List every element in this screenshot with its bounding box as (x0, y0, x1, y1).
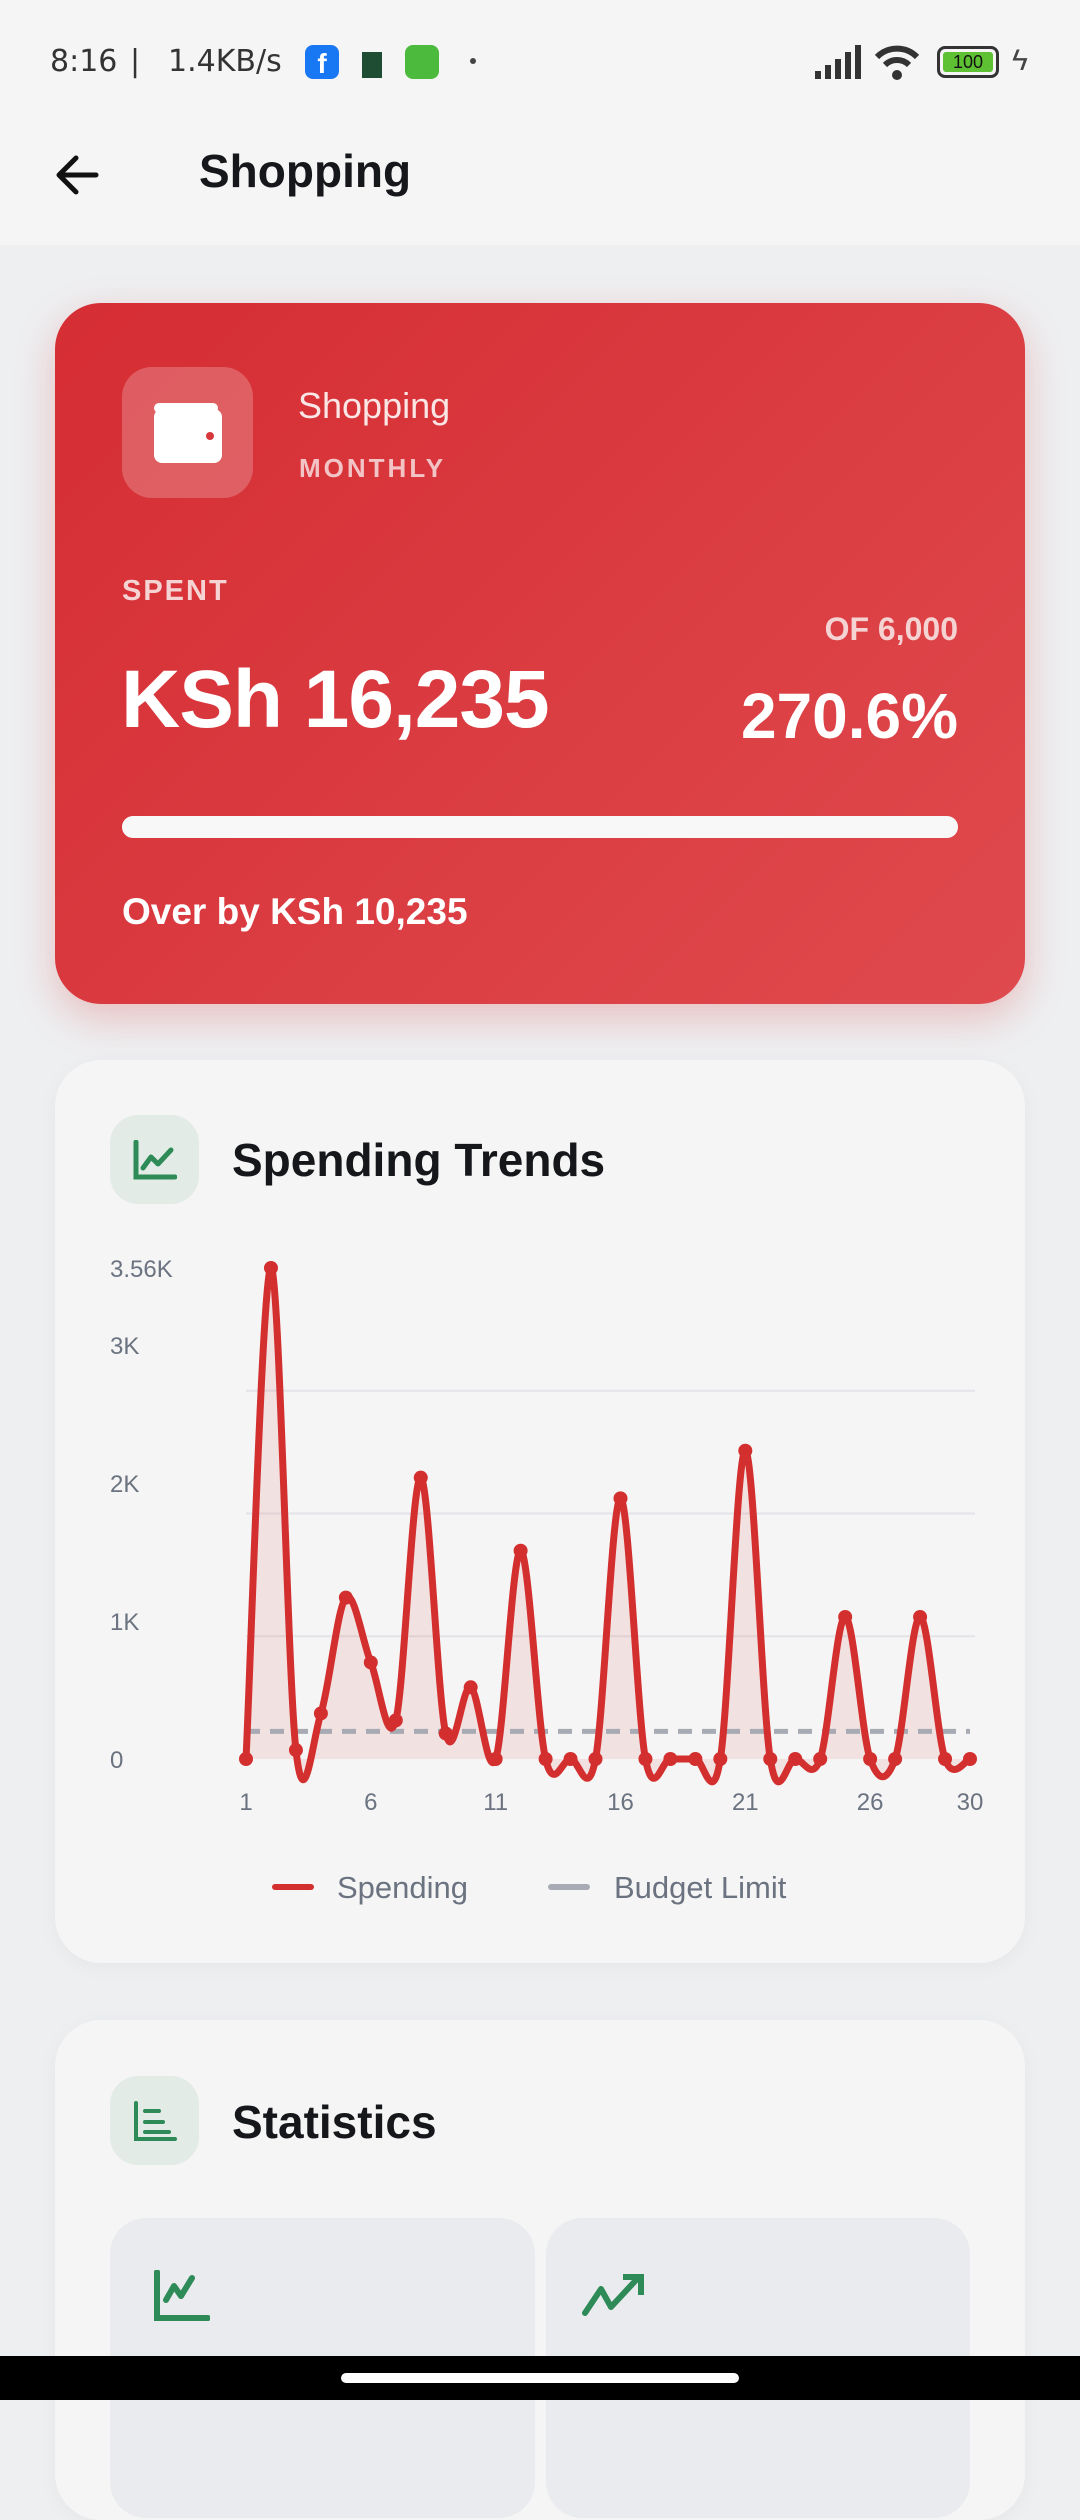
spending-point (863, 1752, 878, 1766)
trending-up-icon (582, 2274, 644, 2316)
budget-period: MONTHLY (299, 453, 447, 483)
x-tick-label: 30 (957, 1789, 984, 1816)
spending-point (913, 1609, 928, 1624)
dot-icon (470, 58, 476, 64)
budget-progress-bar (122, 816, 958, 838)
charging-icon: ϟ (1012, 44, 1028, 77)
wallet-icon (153, 402, 222, 463)
y-tick-label: 3.56K (110, 1256, 173, 1283)
trends-icon-box (110, 1115, 199, 1204)
status-net-speed: 1.4KB/s (168, 44, 282, 79)
spending-area (246, 1267, 970, 1782)
spending-point (738, 1443, 753, 1458)
y-tick-label: 3K (110, 1333, 139, 1360)
spending-point (313, 1706, 328, 1721)
over-budget-text: Over by KSh 10,235 (122, 891, 468, 932)
trends-title: Spending Trends (232, 1134, 606, 1186)
spending-point (488, 1752, 503, 1766)
spending-point (813, 1752, 828, 1766)
list-chart-icon (133, 2100, 177, 2141)
page-title: Shopping (199, 145, 412, 197)
spending-point (663, 1752, 678, 1766)
spending-point (613, 1491, 628, 1506)
x-tick-label: 1 (239, 1789, 252, 1816)
signal-icon (815, 45, 861, 79)
budget-progress-fill (122, 816, 958, 838)
x-tick-label: 21 (732, 1789, 759, 1816)
spending-point (338, 1590, 353, 1605)
facebook-icon: f (305, 45, 339, 79)
spending-point (538, 1752, 553, 1766)
y-tick-label: 0 (110, 1747, 123, 1774)
spending-point (763, 1752, 778, 1766)
clapper-icon (362, 52, 382, 78)
budget-summary-card: Shopping MONTHLY SPENT KSh 16,235 OF 6,0… (55, 303, 1025, 1004)
battery-level: 100 (943, 52, 993, 72)
legend-spending-swatch (272, 1884, 314, 1890)
spending-point (788, 1752, 803, 1766)
spending-point (563, 1752, 578, 1766)
spending-point (513, 1543, 528, 1558)
x-tick-label: 26 (857, 1789, 884, 1816)
line-chart-icon (154, 2270, 210, 2321)
android-app-icon (405, 45, 439, 79)
wallet-icon-box (122, 367, 253, 498)
status-time: 8:16 (50, 44, 118, 79)
spending-point (263, 1261, 278, 1275)
budget-name: Shopping (298, 385, 451, 426)
statistics-icon-box (110, 2076, 199, 2165)
spending-line (242, 1264, 972, 1786)
budget-total: OF 6,000 (824, 611, 958, 647)
spending-point (388, 1713, 403, 1728)
spending-point (688, 1752, 703, 1766)
arrow-left-icon[interactable] (52, 150, 102, 200)
legend-spending[interactable]: Spending (337, 1870, 469, 1905)
y-tick-label: 2K (110, 1471, 139, 1498)
spending-point (638, 1752, 653, 1766)
x-tick-label: 11 (483, 1789, 508, 1816)
spent-label: SPENT (122, 575, 229, 607)
battery-icon: 100 (937, 46, 999, 78)
spending-point (888, 1752, 903, 1766)
spending-point (413, 1470, 428, 1485)
spending-point (963, 1752, 977, 1766)
spending-point (438, 1726, 453, 1741)
statistics-title: Statistics (232, 2096, 437, 2148)
statistics-card: Statistics (55, 2020, 1025, 2520)
x-tick-label: 6 (364, 1789, 377, 1816)
y-tick-label: 1K (110, 1609, 139, 1636)
spending-point (463, 1680, 478, 1695)
spending-point (363, 1655, 378, 1670)
x-tick-label: 16 (607, 1789, 634, 1816)
legend-budget[interactable]: Budget Limit (614, 1870, 787, 1905)
legend-budget-swatch (548, 1884, 590, 1890)
spending-point (713, 1752, 728, 1766)
wifi-icon (874, 45, 920, 80)
status-bar: 8:16 | 1.4KB/s f 100 ϟ (0, 0, 1080, 130)
home-indicator[interactable] (341, 2373, 739, 2383)
spending-point (288, 1743, 303, 1758)
app-bar: Shopping (0, 130, 1080, 245)
spending-point (838, 1609, 853, 1624)
budget-percent: 270.6% (740, 680, 958, 752)
spending-point (588, 1752, 603, 1766)
spending-trends-card: Spending Trends 0 1K 2K 3K 3.56K 1 6 11 16 21 26 30… (55, 1060, 1025, 1963)
spending-point (239, 1752, 253, 1766)
spending-point (938, 1752, 953, 1766)
navigation-bar (0, 2356, 1080, 2400)
spent-amount: KSh 16,235 (121, 654, 550, 745)
status-divider: | (130, 44, 141, 79)
line-chart-icon (133, 1139, 177, 1179)
